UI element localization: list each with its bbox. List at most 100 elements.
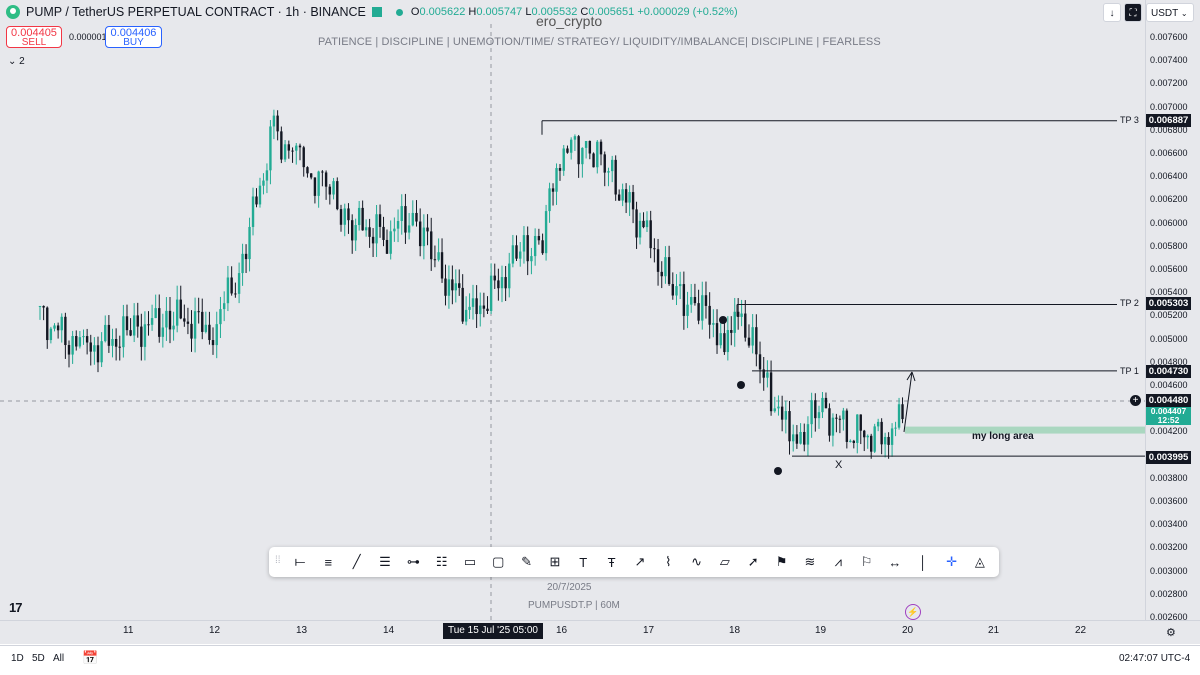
candle-body: [628, 192, 631, 203]
price-note-icon[interactable]: ↗: [634, 554, 646, 569]
candle-body: [581, 147, 584, 165]
long-position-icon[interactable]: ⊞: [549, 554, 561, 569]
candle-body: [165, 310, 168, 328]
rectangle-alt-icon[interactable]: ▢: [492, 554, 505, 569]
anchored-text-icon[interactable]: Ŧ: [607, 554, 616, 570]
candle-body: [838, 418, 842, 420]
indicators-toggle[interactable]: ⌄ 2: [8, 56, 25, 67]
trend-line-icon[interactable]: ╱: [352, 554, 361, 569]
candle-body: [614, 159, 617, 195]
candle-body: [132, 315, 136, 336]
candle-body: [378, 214, 382, 227]
parallel-channel-icon[interactable]: ≡: [324, 554, 333, 570]
price-tick-label: 0.003200: [1150, 542, 1188, 553]
calendar-icon[interactable]: 📅: [82, 650, 99, 665]
arrow-icon[interactable]: ➚: [747, 554, 759, 569]
horizontal-ray-icon[interactable]: ⟝: [294, 554, 306, 569]
range-5d-button[interactable]: 5D: [32, 653, 45, 664]
price-tick-label: 0.006800: [1150, 124, 1188, 135]
horizontal-segment-icon[interactable]: ⊶: [406, 554, 420, 569]
candle-body: [454, 283, 457, 291]
candle-body: [541, 240, 544, 254]
candle-body: [562, 148, 565, 171]
candle-body: [471, 298, 475, 307]
clock-readout[interactable]: 02:47:07 UTC-4: [1119, 653, 1191, 664]
time-scale[interactable]: [0, 620, 1200, 644]
range-1d-button[interactable]: 1D: [11, 653, 24, 664]
flag-icon[interactable]: ⚑: [775, 554, 788, 569]
candle-body: [375, 214, 378, 244]
path-icon[interactable]: ⌇: [665, 554, 672, 569]
add-alert-icon[interactable]: +: [1130, 395, 1141, 406]
price-tick-label: 0.007400: [1150, 55, 1188, 66]
chart-motto-text: PATIENCE | DISCIPLINE | UNEMOTION/TIME/ …: [318, 36, 881, 48]
drawing-toolbar[interactable]: ⁞⁞ ⟝ ≡ ╱ ☰ ⊶ ☷ ▭ ▢ ✎ ⊞ T Ŧ ↗ ⌇ ∿ ▱ ➚ ⚑ ≋ ⩘ ⚐ ↔ │ ✛ ◬: [269, 547, 999, 577]
rectangle-icon[interactable]: ▭: [463, 554, 477, 569]
brush-icon[interactable]: ✎: [521, 554, 533, 569]
bar-countdown: 12:52: [1157, 415, 1180, 425]
candle-body: [287, 144, 291, 151]
candle-body: [690, 297, 693, 305]
currency-select[interactable]: USDT ⌄: [1146, 3, 1194, 22]
candle-body: [766, 372, 769, 378]
magic-icon[interactable]: ◬: [974, 554, 985, 569]
candle-body: [603, 154, 606, 173]
candle-body: [339, 209, 343, 225]
price-tick-label: 0.003400: [1150, 519, 1188, 530]
candle-body: [49, 328, 53, 341]
curve-icon[interactable]: ∿: [691, 554, 703, 569]
candle-body: [828, 408, 831, 436]
fib-levels-icon[interactable]: ☷: [435, 554, 448, 569]
candle-body: [332, 181, 335, 195]
date-range-icon[interactable]: ↔: [888, 554, 902, 570]
candle-body: [357, 207, 361, 226]
candle-body: [197, 311, 200, 313]
sell-button[interactable]: 0.004405 SELL: [6, 26, 62, 48]
chart-pane[interactable]: [0, 0, 1145, 620]
flash-icon[interactable]: ⚡: [905, 604, 921, 620]
candle-body: [693, 297, 697, 304]
candle-body: [824, 397, 828, 409]
signpost-icon[interactable]: ⚐: [860, 554, 873, 569]
candle-body: [89, 342, 92, 352]
symbol-title[interactable]: PUMP / TetherUS PERPETUAL CONTRACT · 1h …: [26, 5, 366, 19]
candle-body: [190, 323, 193, 339]
fib-fan-icon[interactable]: ≋: [804, 554, 816, 569]
candle-body: [407, 225, 411, 233]
sell-label: SELL: [21, 37, 47, 48]
candle-body: [708, 305, 711, 325]
candle-body: [324, 172, 328, 187]
candle-body: [100, 341, 103, 363]
tp3-label: TP 3: [1120, 115, 1139, 125]
callout-icon[interactable]: ▱: [719, 554, 730, 569]
candle-body: [219, 309, 222, 325]
candle-body: [876, 421, 880, 427]
candle-body: [422, 227, 426, 247]
candle-body: [262, 180, 265, 186]
time-tick-label: 18: [729, 625, 741, 636]
toolbar-drag-handle[interactable]: ⁞⁞: [275, 555, 281, 566]
price-scale[interactable]: [1145, 0, 1200, 620]
vertical-line-icon[interactable]: │: [919, 554, 928, 570]
symbol-logo-icon: [6, 5, 20, 19]
horizontal-lines-icon[interactable]: ☰: [379, 554, 391, 569]
candle-body: [211, 340, 215, 346]
fullscreen-icon[interactable]: ⛶: [1124, 3, 1142, 22]
text-icon[interactable]: T: [579, 554, 588, 570]
download-icon[interactable]: ↓: [1103, 3, 1121, 22]
candle-body: [172, 325, 175, 330]
candle-body: [788, 411, 791, 442]
candle-body: [479, 305, 482, 315]
buy-button[interactable]: 0.004406 BUY: [105, 26, 162, 48]
tradingview-logo[interactable]: 17: [9, 600, 23, 615]
candle-body: [842, 410, 845, 420]
candle-body: [343, 208, 346, 225]
time-tick-label: 14: [383, 625, 395, 636]
pattern-icon[interactable]: ⩘: [834, 554, 842, 569]
settings-gear-icon[interactable]: ⚙: [1166, 627, 1176, 639]
crosshair-icon[interactable]: ✛: [946, 554, 957, 569]
candle-body: [60, 316, 63, 331]
candle-body: [537, 236, 541, 241]
range-all-button[interactable]: All: [53, 653, 65, 664]
candle-body: [519, 251, 522, 259]
